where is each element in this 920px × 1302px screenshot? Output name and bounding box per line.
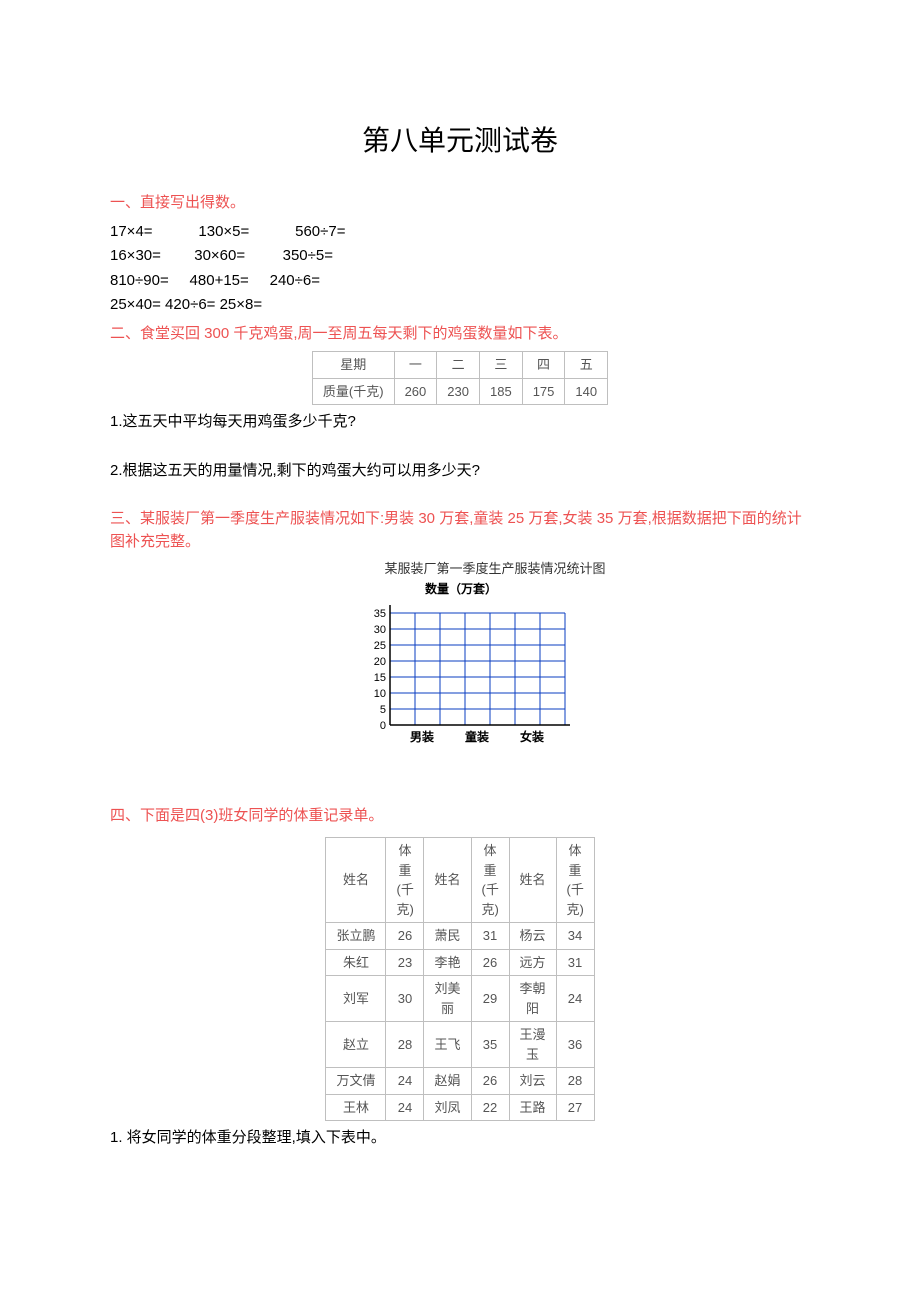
wt-h-5: 体重(千克) (556, 838, 594, 923)
calc-row-1: 17×4= 130×5= 560÷7= (110, 221, 810, 244)
svg-text:20: 20 (374, 656, 386, 668)
wt-h-1: 体重(千克) (386, 838, 424, 923)
section-4-head: 四、下面是四(3)班女同学的体重记录单。 (110, 805, 810, 828)
eggs-table: 星期 一 二 三 四 五 质量(千克) 260 230 185 175 140 (312, 351, 608, 405)
s2-q1: 1.这五天中平均每天用鸡蛋多少千克? (110, 411, 810, 434)
eggs-th-0: 星期 (312, 352, 394, 379)
svg-text:0: 0 (380, 720, 386, 732)
svg-text:10: 10 (374, 688, 386, 700)
eggs-th-4: 四 (522, 352, 565, 379)
wt-h-0: 姓名 (326, 838, 386, 923)
eggs-v-1: 230 (437, 378, 480, 405)
chart-grid-h (390, 613, 565, 709)
calc-row-3: 810÷90= 480+15= 240÷6= (110, 270, 810, 293)
chart-y-label: 数量（万套） (425, 581, 497, 596)
svg-text:15: 15 (374, 672, 386, 684)
wt-h-3: 体重(千克) (471, 838, 509, 923)
eggs-th-3: 三 (479, 352, 522, 379)
svg-text:5: 5 (380, 704, 386, 716)
chart-xcat-1: 童装 (465, 729, 489, 744)
eggs-v-3: 175 (522, 378, 565, 405)
s2-q2: 2.根据这五天的用量情况,剩下的鸡蛋大约可以用多少天? (110, 460, 810, 483)
eggs-th-1: 一 (394, 352, 437, 379)
calc-row-4: 25×40= 420÷6= 25×8= (110, 294, 810, 317)
section-1-head: 一、直接写出得数。 (110, 192, 810, 215)
wt-row-2: 刘军30 刘美丽29 李朝阳24 (326, 976, 594, 1022)
chart-yticks: 0 5 10 15 20 25 30 35 (374, 608, 386, 732)
eggs-th-2: 二 (437, 352, 480, 379)
eggs-v-4: 140 (565, 378, 608, 405)
svg-text:25: 25 (374, 640, 386, 652)
wt-h-2: 姓名 (424, 838, 471, 923)
s4-q1: 1. 将女同学的体重分段整理,填入下表中。 (110, 1127, 810, 1150)
chart-xcat-0: 男装 (410, 729, 434, 744)
wt-row-1: 朱红23 李艳26 远方31 (326, 949, 594, 976)
eggs-v-0: 260 (394, 378, 437, 405)
chart-grid-v (415, 613, 565, 725)
wt-row-0: 张立鹏26 萧民31 杨云34 (326, 923, 594, 950)
section-3-head: 三、某服装厂第一季度生产服装情况如下:男装 30 万套,童装 25 万套,女装 … (110, 508, 810, 553)
eggs-v-2: 185 (479, 378, 522, 405)
wt-h-4: 姓名 (509, 838, 556, 923)
svg-text:30: 30 (374, 624, 386, 636)
calc-row-2: 16×30= 30×60= 350÷5= (110, 245, 810, 268)
svg-text:35: 35 (374, 608, 386, 620)
section-2-head: 二、食堂买回 300 千克鸡蛋,周一至周五每天剩下的鸡蛋数量如下表。 (110, 323, 810, 346)
eggs-th-5: 五 (565, 352, 608, 379)
clothing-bar-chart: 数量（万套） 0 5 10 15 20 25 30 35 男装 童装 女装 (310, 579, 610, 749)
chart-title: 某服装厂第一季度生产服装情况统计图 (110, 559, 810, 579)
wt-row-3: 赵立28 王飞35 王漫玉36 (326, 1022, 594, 1068)
wt-row-4: 万文倩24 赵娟26 刘云28 (326, 1068, 594, 1095)
wt-row-5: 王林24 刘凤22 王路27 (326, 1094, 594, 1121)
chart-xcat-2: 女装 (520, 729, 544, 744)
page-title: 第八单元测试卷 (110, 120, 810, 162)
weight-table: 姓名 体重(千克) 姓名 体重(千克) 姓名 体重(千克) 张立鹏26 萧民31… (325, 837, 594, 1121)
eggs-row-label: 质量(千克) (312, 378, 394, 405)
